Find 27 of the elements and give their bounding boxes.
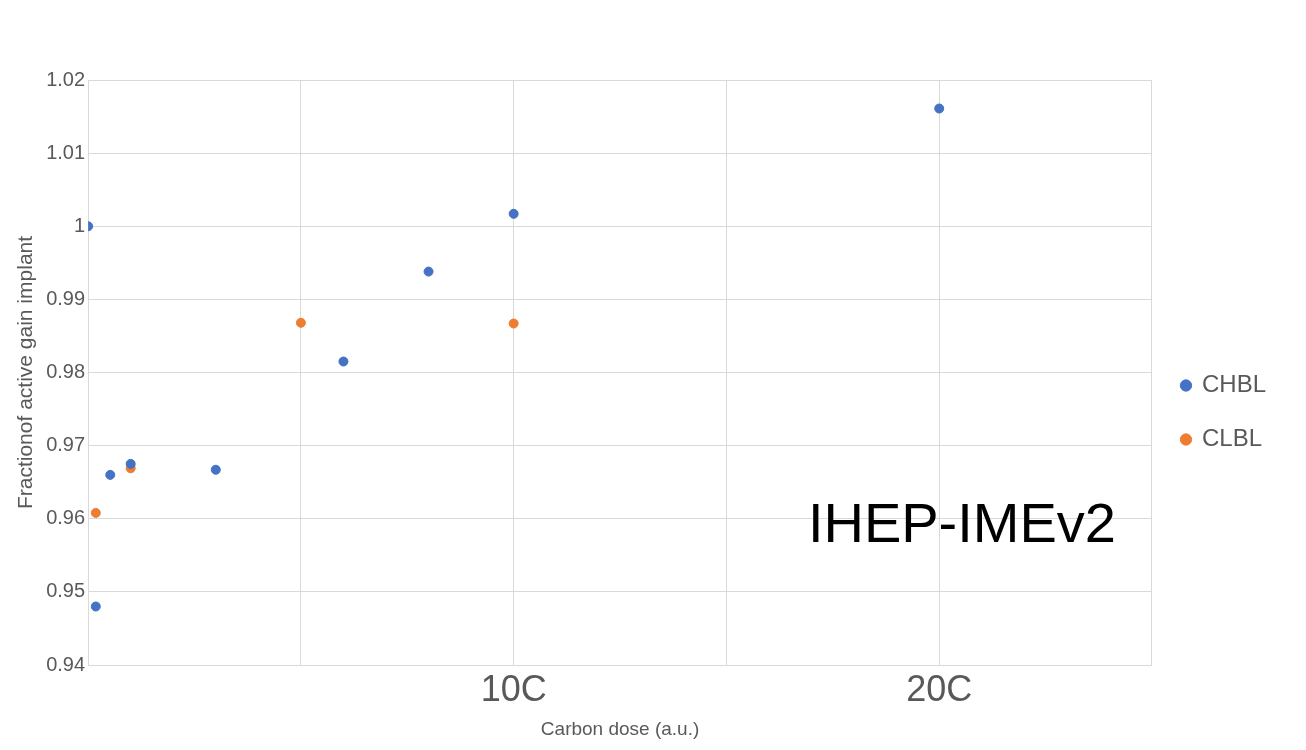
point	[125, 458, 136, 469]
point	[295, 317, 306, 328]
x-tick-label: 20C	[906, 667, 973, 709]
point	[934, 103, 945, 114]
y-tick-label: 1.01	[46, 140, 86, 163]
point	[423, 266, 434, 277]
x-axis-title: Carbon dose (a.u.)	[540, 717, 700, 739]
y-tick-label: 0.99	[46, 286, 86, 309]
annotation: IHEP-IMEv2	[807, 491, 1116, 554]
point	[210, 464, 221, 475]
y-tick-label: 0.94	[46, 652, 86, 675]
point	[508, 318, 519, 329]
point	[105, 469, 116, 480]
point	[90, 601, 101, 612]
y-tick-label: 1	[74, 213, 86, 236]
y-tick-label: 0.97	[46, 433, 86, 456]
legend-label: CLBL	[1201, 424, 1263, 452]
x-tick-label: 10C	[480, 667, 547, 709]
y-axis-title: Fractionof active gain implant	[13, 235, 37, 510]
y-tick-label: 0.98	[46, 360, 86, 383]
y-tick-label: 0.95	[46, 579, 86, 602]
legend-label: CHBL	[1201, 370, 1267, 398]
y-tick-label: 1.02	[46, 67, 86, 90]
y-tick-label: 0.96	[46, 506, 86, 529]
point	[338, 356, 349, 367]
point	[90, 507, 101, 518]
point	[508, 208, 519, 219]
